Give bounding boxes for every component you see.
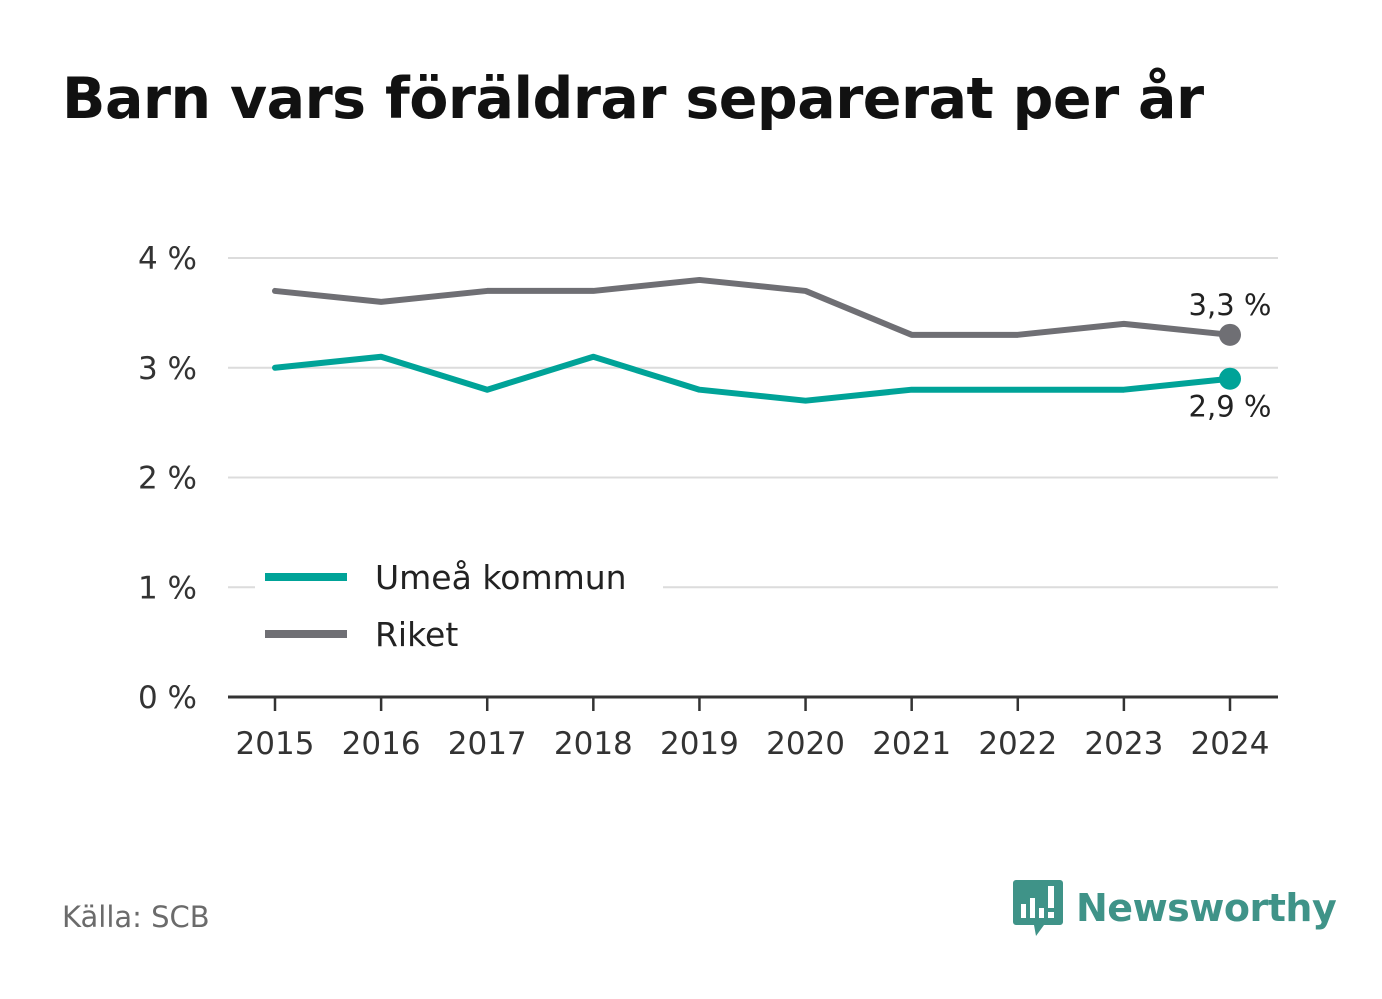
chart-title: Barn vars föräldrar separerat per år bbox=[62, 66, 1204, 132]
legend-background bbox=[255, 545, 663, 667]
end-point-marker bbox=[1219, 323, 1241, 346]
y-axis-ticks: 0 % 1 % 2 % 3 % 4 % bbox=[138, 241, 197, 716]
x-tick-label: 2016 bbox=[342, 726, 421, 762]
source-note: Källa: SCB bbox=[62, 900, 210, 934]
x-tick-label: 2017 bbox=[448, 726, 527, 762]
end-point-marker bbox=[1219, 367, 1241, 390]
gridlines bbox=[228, 257, 1278, 589]
newsworthy-logo[interactable]: Newsworthy bbox=[1012, 878, 1337, 938]
y-tick-label: 2 % bbox=[138, 461, 197, 497]
brand-name: Newsworthy bbox=[1076, 886, 1337, 930]
y-tick-label: 4 % bbox=[138, 241, 197, 277]
x-tick-label: 2015 bbox=[236, 726, 315, 762]
end-value-label: 2,9 % bbox=[1189, 390, 1272, 424]
x-tick-label: 2020 bbox=[766, 726, 845, 762]
bar-chart-speech-bubble-icon bbox=[1013, 880, 1063, 936]
x-tick-label: 2023 bbox=[1084, 726, 1163, 762]
x-axis: 2015 2016 2017 2018 2019 2020 2021 2022 2023 2024 bbox=[228, 695, 1278, 762]
end-value-label: 3,3 % bbox=[1189, 288, 1272, 322]
legend: Umeå kommun Riket bbox=[255, 545, 663, 667]
x-tick-label: 2019 bbox=[660, 726, 739, 762]
series-line-2 bbox=[272, 276, 1233, 338]
y-tick-label: 1 % bbox=[138, 570, 197, 606]
x-tick-label: 2021 bbox=[872, 726, 951, 762]
end-points: 2,9 % 3,3 % bbox=[1189, 288, 1272, 424]
x-tick-label: 2018 bbox=[554, 726, 633, 762]
x-tick-label: 2022 bbox=[978, 726, 1057, 762]
legend-label: Umeå kommun bbox=[375, 558, 627, 597]
x-tick-label: 2024 bbox=[1191, 726, 1270, 762]
legend-label: Riket bbox=[375, 615, 458, 654]
series-lines bbox=[272, 276, 1233, 404]
series-line-1 bbox=[272, 353, 1233, 404]
y-tick-label: 3 % bbox=[138, 351, 197, 387]
y-tick-label: 0 % bbox=[138, 680, 197, 716]
